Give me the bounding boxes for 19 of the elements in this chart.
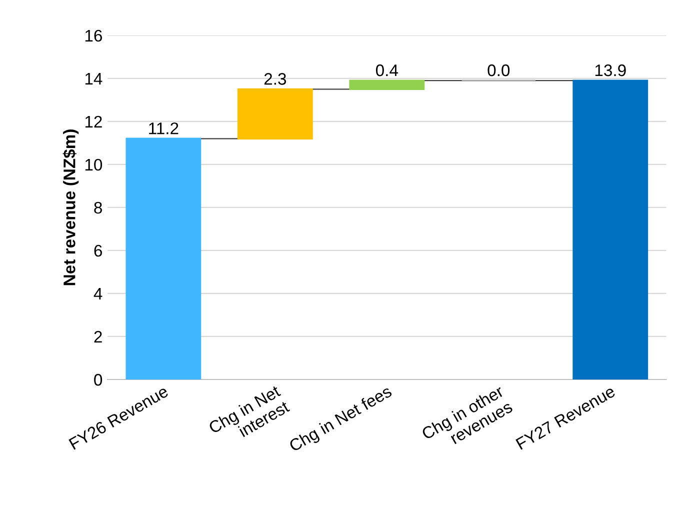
y-tick-label: 12: [85, 116, 102, 128]
y-tick-label: 2: [94, 330, 102, 343]
y-tick-label: 0: [94, 374, 102, 386]
bar: [349, 80, 425, 90]
bar: [572, 80, 648, 380]
data-label: 2.3: [264, 73, 286, 85]
data-label: 13.9: [595, 64, 626, 76]
y-tick-label: 8: [94, 202, 102, 214]
data-label: 0.0: [488, 64, 510, 76]
y-axis-title: Net revenue (NZ$m): [62, 130, 79, 286]
y-tick-label: 10: [85, 158, 102, 171]
bar: [237, 88, 313, 140]
y-tick-label: 14: [85, 73, 102, 84]
y-tick-label: 4: [94, 288, 102, 300]
bar: [126, 138, 202, 380]
data-label: 0.4: [376, 64, 398, 76]
y-tick-label: 6: [94, 244, 102, 257]
data-label: 11.2: [149, 122, 178, 134]
y-tick-label: 16: [85, 30, 102, 42]
